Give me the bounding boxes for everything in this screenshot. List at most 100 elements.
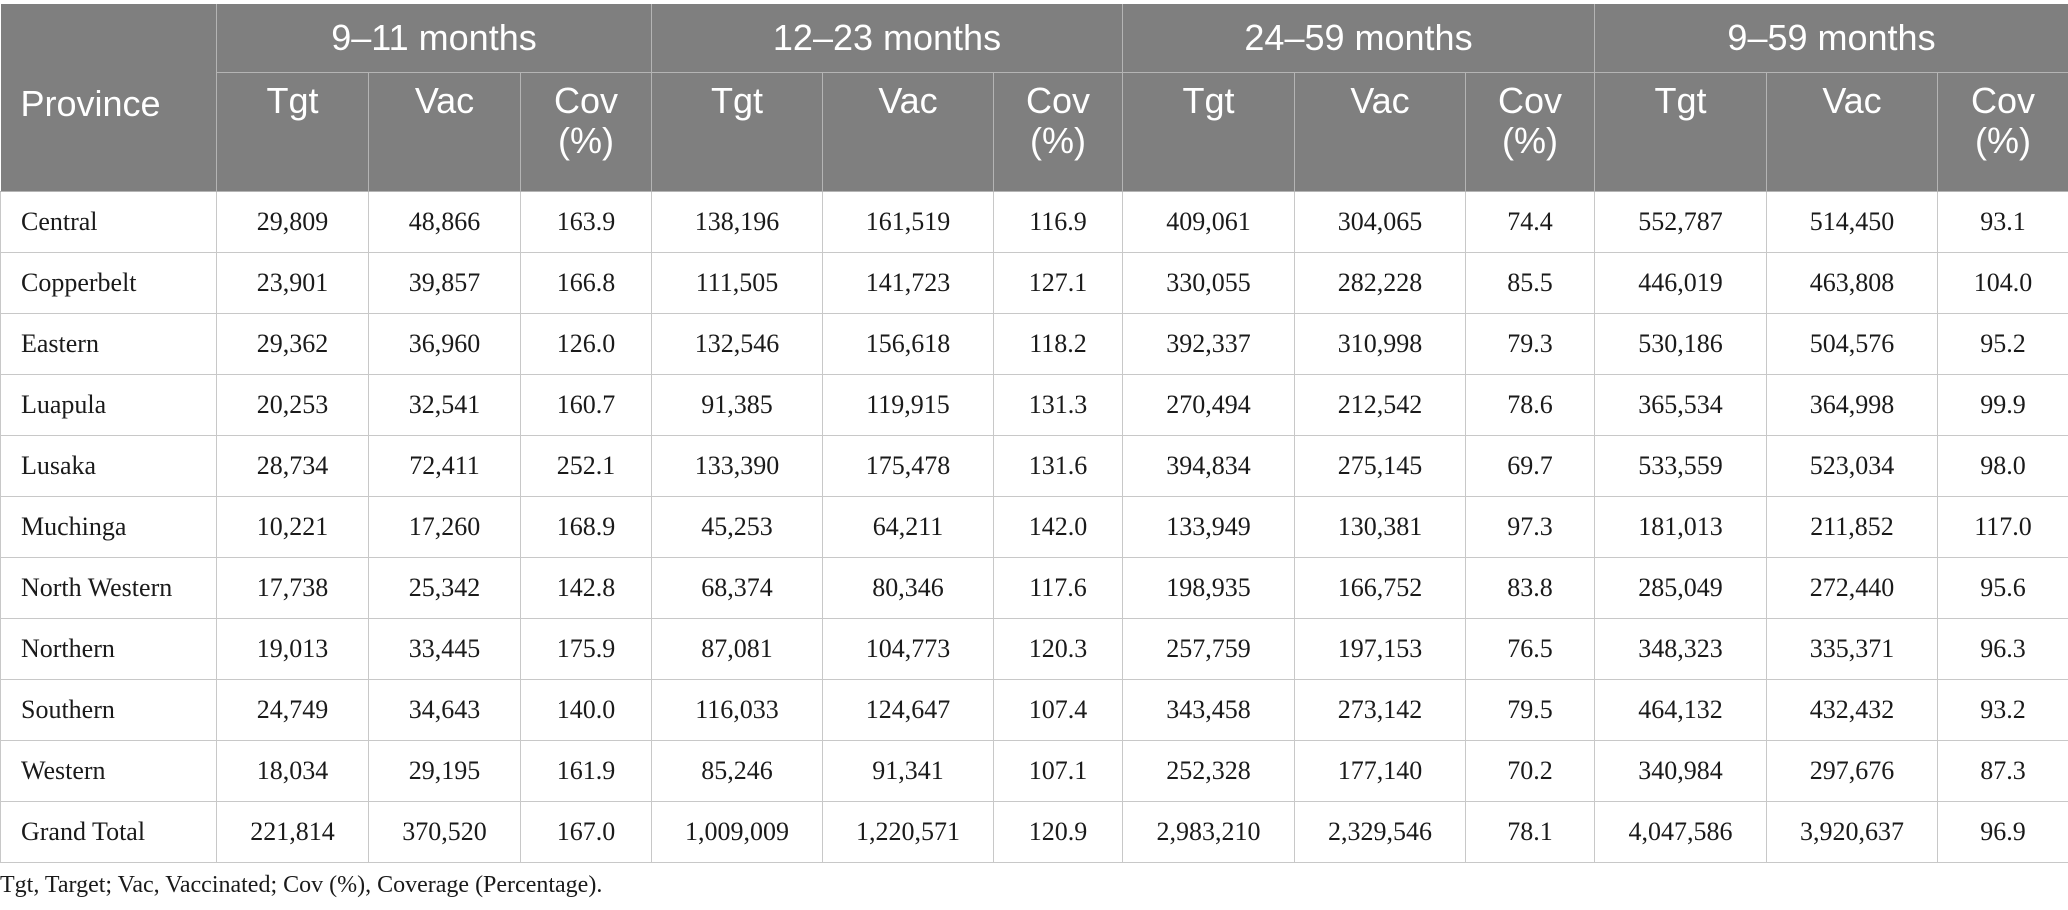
value-cell: 504,576 [1766,313,1938,375]
value-cell: 68,374 [651,557,823,619]
value-cell: 212,542 [1294,374,1466,436]
province-cell: Eastern [0,313,217,375]
value-cell: 85.5 [1465,252,1595,314]
value-cell: 70.2 [1465,740,1595,802]
value-cell: 523,034 [1766,435,1938,497]
province-cell: Southern [0,679,217,741]
value-cell: 64,211 [822,496,994,558]
value-cell: 464,132 [1594,679,1767,741]
table-row: Lusaka 28,734 72,411 252.1 133,390 175,478 131… [0,435,2068,497]
value-cell: 252.1 [520,435,652,497]
group-header-row: Province 9–11 months 12–23 months 24–59 … [0,4,2068,192]
sub-header-row: Tgt Vac Cov (%) Tgt Vac Cov (%) Tgt Vac … [1,72,2068,192]
value-cell: 166.8 [520,252,652,314]
sub-header-tgt: Tgt [216,72,369,192]
value-cell: 29,809 [216,191,369,253]
value-cell: 3,920,637 [1766,801,1938,863]
vaccination-coverage-table-container: Province 9–11 months 12–23 months 24–59 … [0,4,2068,863]
value-cell: 514,450 [1766,191,1938,253]
group-header-9-59-months: 9–59 months [1594,4,2068,73]
value-cell: 29,362 [216,313,369,375]
value-cell: 126.0 [520,313,652,375]
value-cell: 161.9 [520,740,652,802]
value-cell: 297,676 [1766,740,1938,802]
value-cell: 163.9 [520,191,652,253]
value-cell: 138,196 [651,191,823,253]
province-cell: Northern [0,618,217,680]
value-cell: 167.0 [520,801,652,863]
value-cell: 133,949 [1122,496,1295,558]
value-cell: 304,065 [1294,191,1466,253]
value-cell: 45,253 [651,496,823,558]
value-cell: 432,432 [1766,679,1938,741]
value-cell: 116.9 [993,191,1123,253]
value-cell: 23,901 [216,252,369,314]
value-cell: 142.0 [993,496,1123,558]
table-row: North Western 17,738 25,342 142.8 68,374 80,3… [0,557,2068,619]
vaccination-coverage-table: Province 9–11 months 12–23 months 24–59 … [0,4,2068,863]
value-cell: 28,734 [216,435,369,497]
sub-header-vac: Vac [822,72,994,192]
value-cell: 83.8 [1465,557,1595,619]
value-cell: 211,852 [1766,496,1938,558]
table-footnote: Tgt, Target; Vac, Vaccinated; Cov (%), C… [0,872,603,898]
value-cell: 160.7 [520,374,652,436]
value-cell: 96.3 [1937,618,2068,680]
value-cell: 270,494 [1122,374,1295,436]
province-cell: North Western [0,557,217,619]
value-cell: 198,935 [1122,557,1295,619]
value-cell: 17,260 [368,496,521,558]
value-cell: 48,866 [368,191,521,253]
value-cell: 348,323 [1594,618,1767,680]
value-cell: 32,541 [368,374,521,436]
value-cell: 95.2 [1937,313,2068,375]
value-cell: 177,140 [1294,740,1466,802]
value-cell: 141,723 [822,252,994,314]
value-cell: 446,019 [1594,252,1767,314]
table-row: Muchinga 10,221 17,260 168.9 45,253 64,211 142… [0,496,2068,558]
value-cell: 95.6 [1937,557,2068,619]
value-cell: 340,984 [1594,740,1767,802]
value-cell: 343,458 [1122,679,1295,741]
value-cell: 72,411 [368,435,521,497]
value-cell: 364,998 [1766,374,1938,436]
value-cell: 252,328 [1122,740,1295,802]
value-cell: 175,478 [822,435,994,497]
value-cell: 98.0 [1937,435,2068,497]
table-row: Eastern 29,362 36,960 126.0 132,546 156,618 11… [0,313,2068,375]
value-cell: 117.6 [993,557,1123,619]
value-cell: 273,142 [1294,679,1466,741]
value-cell: 78.6 [1465,374,1595,436]
value-cell: 156,618 [822,313,994,375]
value-cell: 10,221 [216,496,369,558]
value-cell: 107.4 [993,679,1123,741]
value-cell: 133,390 [651,435,823,497]
value-cell: 4,047,586 [1594,801,1767,863]
value-cell: 39,857 [368,252,521,314]
value-cell: 78.1 [1465,801,1595,863]
value-cell: 181,013 [1594,496,1767,558]
value-cell: 85,246 [651,740,823,802]
value-cell: 197,153 [1294,618,1466,680]
value-cell: 24,749 [216,679,369,741]
value-cell: 93.2 [1937,679,2068,741]
table-row: Southern 24,749 34,643 140.0 116,033 124,647 1… [0,679,2068,741]
value-cell: 1,220,571 [822,801,994,863]
value-cell: 2,983,210 [1122,801,1295,863]
value-cell: 29,195 [368,740,521,802]
value-cell: 394,834 [1122,435,1295,497]
group-header-9-11-months: 9–11 months [216,4,652,73]
value-cell: 104,773 [822,618,994,680]
table-row: Central 29,809 48,866 163.9 138,196 161,519 11… [0,191,2068,253]
value-cell: 365,534 [1594,374,1767,436]
value-cell: 107.1 [993,740,1123,802]
sub-header-cov: Cov (%) [1465,72,1595,192]
value-cell: 25,342 [368,557,521,619]
value-cell: 124,647 [822,679,994,741]
value-cell: 533,559 [1594,435,1767,497]
value-cell: 130,381 [1294,496,1466,558]
value-cell: 118.2 [993,313,1123,375]
value-cell: 330,055 [1122,252,1295,314]
value-cell: 91,341 [822,740,994,802]
province-cell: Muchinga [0,496,217,558]
